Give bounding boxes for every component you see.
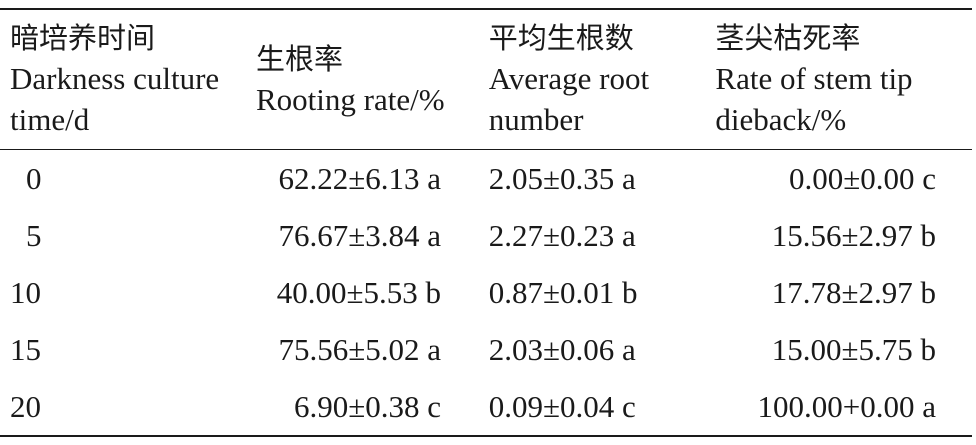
cell-rooting-rate: 62.22±6.13 a xyxy=(278,161,441,196)
cell-rooting-rate: 40.00±5.53 b xyxy=(276,275,441,310)
cell-time: 10 xyxy=(10,275,41,310)
table-row: 10 40.00±5.53 b 0.87±0.01 b 17.78±2.97 b xyxy=(0,264,972,321)
cell-avg-root-number: 0.09±0.04 c xyxy=(488,389,636,424)
cell-avg-root-number: 2.27±0.23 a xyxy=(488,218,636,253)
table-row: 5 76.67±3.84 a 2.27±0.23 a 15.56±2.97 b xyxy=(0,207,972,264)
cell-dieback-rate: 15.56±2.97 b xyxy=(771,218,936,253)
cell-dieback-rate: 17.78±2.97 b xyxy=(771,275,936,310)
header-en: Rate of stem tip dieback/% xyxy=(715,61,913,137)
cell-avg-root-number: 2.05±0.35 a xyxy=(488,161,636,196)
header-rooting-rate: 生根率 Rooting rate/% xyxy=(256,9,489,150)
cell-dieback-rate: 0.00±0.00 c xyxy=(788,161,936,196)
cell-rooting-rate: 75.56±5.02 a xyxy=(278,332,441,367)
header-en: Average root number xyxy=(488,61,650,137)
results-table: 暗培养时间 Darkness culture time/d 生根率 Rootin… xyxy=(0,8,972,437)
cell-time: 5 xyxy=(26,218,42,253)
cell-rooting-rate: 76.67±3.84 a xyxy=(278,218,441,253)
table-row: 15 75.56±5.02 a 2.03±0.06 a 15.00±5.75 b xyxy=(0,321,972,378)
header-en: Darkness culture time/d xyxy=(10,61,220,137)
header-en: Rooting rate/% xyxy=(256,81,445,117)
header-zh: 暗培养时间 xyxy=(10,21,156,55)
cell-rooting-rate: 6.90±0.38 c xyxy=(293,389,441,424)
header-zh: 生根率 xyxy=(256,41,344,76)
cell-avg-root-number: 0.87±0.01 b xyxy=(488,275,638,310)
cell-dieback-rate: 100.00+0.00 a xyxy=(757,389,937,424)
cell-avg-root-number: 2.03±0.06 a xyxy=(488,332,636,367)
header-avg-root-number: 平均生根数 Average root number xyxy=(489,9,716,150)
table-row: 0 62.22±6.13 a 2.05±0.35 a 0.00±0.00 c xyxy=(0,150,972,208)
cell-time: 15 xyxy=(10,332,41,367)
cell-time: 0 xyxy=(26,161,42,196)
table-row: 20 6.90±0.38 c 0.09±0.04 c 100.00+0.00 a xyxy=(0,378,972,436)
header-darkness-time: 暗培养时间 Darkness culture time/d xyxy=(0,9,256,150)
header-zh: 茎尖枯死率 xyxy=(715,21,861,55)
cell-dieback-rate: 15.00±5.75 b xyxy=(771,332,936,367)
header-row: 暗培养时间 Darkness culture time/d 生根率 Rootin… xyxy=(0,9,972,150)
header-dieback-rate: 茎尖枯死率 Rate of stem tip dieback/% xyxy=(715,9,972,150)
header-zh: 平均生根数 xyxy=(488,21,634,55)
cell-time: 20 xyxy=(10,389,41,424)
